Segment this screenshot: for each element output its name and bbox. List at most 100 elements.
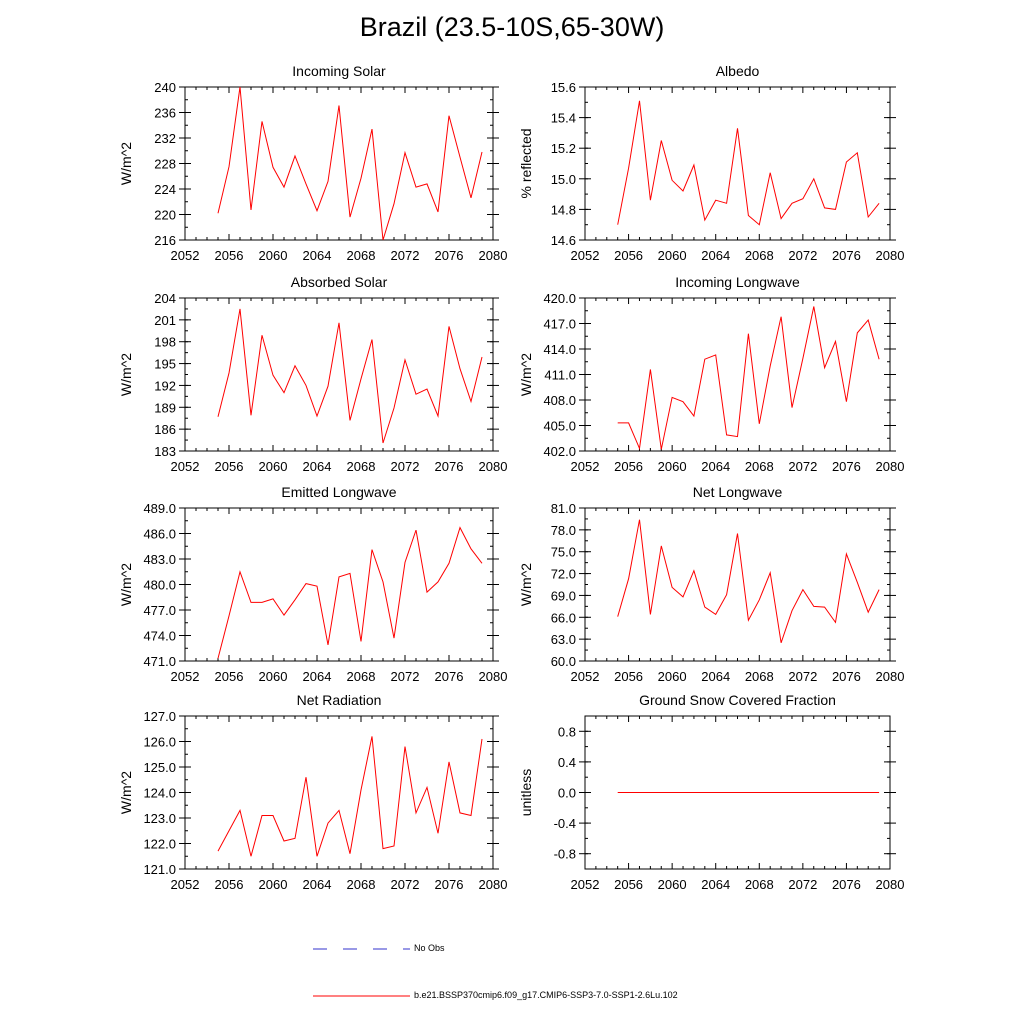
panel-1-ytick-label: 236 [154,106,176,121]
panel-5-title: Emitted Longwave [281,484,396,500]
panel-7-xtick-label: 2052 [171,877,200,892]
panel-2-ytick-label: 15.2 [551,141,576,156]
panel-4-xtick-label: 2076 [832,459,861,474]
panel-6-ytick-label: 66.0 [551,610,576,625]
panel-7-xtick-label: 2056 [215,877,244,892]
panel-6-series-line [617,519,880,643]
panel-6-frame [584,507,891,662]
panel-6-xtick-label: 2060 [658,669,687,684]
panel-5-xtick-label: 2072 [391,669,420,684]
panel-2-xtick-label: 2072 [788,248,817,263]
panel-3-ytick-label: 189 [154,400,176,415]
panel-7-series-line [217,736,483,857]
panel-2-xtick-label: 2064 [701,248,730,263]
panel-7-xtick-label: 2080 [479,877,508,892]
panel-2-ytick-label: 14.6 [551,233,576,248]
panel-4-title: Incoming Longwave [675,274,800,290]
panel-7-frame [184,715,494,870]
panel-7-ytick-label: 127.0 [143,709,176,724]
panel-6-ytick-label: 69.0 [551,588,576,603]
panel-6-ytick-label: 60.0 [551,654,576,669]
panel-3-ylabel: W/m^2 [118,353,134,396]
panel-4-ytick-label: 417.0 [543,317,576,332]
panel-4-ytick-label: 411.0 [544,368,576,383]
panel-4-ytick-label: 402.0 [543,444,576,459]
panel-2-ytick-label: 15.0 [551,172,576,187]
panel-1-xtick-label: 2068 [347,248,376,263]
panel-6-xtick-label: 2068 [745,669,774,684]
panel-7-ytick-label: 122.0 [143,837,176,852]
panel-5-frame [184,507,494,662]
panel-2-xtick-label: 2080 [876,248,905,263]
panel-1-xtick-label: 2072 [391,248,420,263]
panel-8-ytick-label: -0.8 [554,847,576,862]
panel-1-xtick-label: 2076 [435,248,464,263]
panel-3-ytick-label: 195 [154,357,176,372]
panel-8-xtick-label: 2056 [614,877,643,892]
panel-1-ytick-label: 220 [154,208,176,223]
panel-7-ytick-label: 126.0 [143,735,176,750]
panel-1-ytick-label: 240 [154,80,176,95]
panel-7-ylabel: W/m^2 [118,771,134,814]
panel-2-xtick-label: 2052 [571,248,600,263]
panel-4-xtick-label: 2052 [571,459,600,474]
panel-4-xtick-label: 2060 [658,459,687,474]
panel-6-ytick-label: 75.0 [551,545,576,560]
panel-1-xtick-label: 2060 [259,248,288,263]
panel-3-frame [184,297,494,452]
panel-7-xtick-label: 2064 [303,877,332,892]
panel-6-xtick-label: 2056 [614,669,643,684]
panel-1-ytick-label: 228 [154,157,176,172]
panel-2-frame [584,86,891,241]
panel-5-ytick-label: 471.0 [143,654,176,669]
panel-2-xtick-label: 2056 [614,248,643,263]
panel-4-ylabel: W/m^2 [518,353,534,396]
panel-1-ytick-label: 232 [154,131,176,146]
panel-7-xtick-label: 2060 [259,877,288,892]
panel-8-xtick-label: 2068 [745,877,774,892]
panel-5-xtick-label: 2064 [303,669,332,684]
panel-4-xtick-label: 2068 [745,459,774,474]
panel-8-ytick-label: -0.4 [554,816,576,831]
panel-1-xtick-label: 2056 [215,248,244,263]
panel-7-ytick-label: 124.0 [143,786,176,801]
panel-5-xtick-label: 2056 [215,669,244,684]
panel-6-xtick-label: 2080 [876,669,905,684]
panel-2-title: Albedo [716,63,760,79]
panel-7-xtick-label: 2068 [347,877,376,892]
panel-5-series-line [217,526,483,659]
panel-5-ytick-label: 486.0 [143,527,176,542]
panel-7-ytick-label: 123.0 [143,811,176,826]
panel-8-xtick-label: 2060 [658,877,687,892]
panel-7-xtick-label: 2072 [391,877,420,892]
panel-3-ytick-label: 192 [154,378,176,393]
panel-3-xtick-label: 2056 [215,459,244,474]
panel-4-xtick-label: 2064 [701,459,730,474]
panel-8-ylabel: unitless [518,769,534,816]
panel-5-xtick-label: 2076 [435,669,464,684]
panel-1-xtick-label: 2080 [479,248,508,263]
panel-8-xtick-label: 2052 [571,877,600,892]
panel-2-xtick-label: 2060 [658,248,687,263]
panel-5-ytick-label: 477.0 [143,603,176,618]
panel-4-xtick-label: 2056 [614,459,643,474]
panel-8-xtick-label: 2076 [832,877,861,892]
panel-6-xtick-label: 2072 [788,669,817,684]
panel-3-ytick-label: 198 [154,335,176,350]
panel-8-xtick-label: 2072 [788,877,817,892]
panel-3-ytick-label: 183 [154,444,176,459]
panel-4-ytick-label: 405.0 [543,419,576,434]
panel-3-xtick-label: 2052 [171,459,200,474]
panel-3-xtick-label: 2068 [347,459,376,474]
figure-title: Brazil (23.5-10S,65-30W) [359,12,665,42]
panel-8-xtick-label: 2064 [701,877,730,892]
panel-4-xtick-label: 2080 [876,459,905,474]
panel-4-ytick-label: 414.0 [543,342,576,357]
panel-3-ytick-label: 201 [154,313,176,328]
panel-7-title: Net Radiation [297,692,382,708]
panel-1-ytick-label: 224 [154,182,176,197]
panel-3-xtick-label: 2072 [391,459,420,474]
panel-1-ylabel: W/m^2 [118,142,134,185]
panel-6-ytick-label: 81.0 [551,501,576,516]
